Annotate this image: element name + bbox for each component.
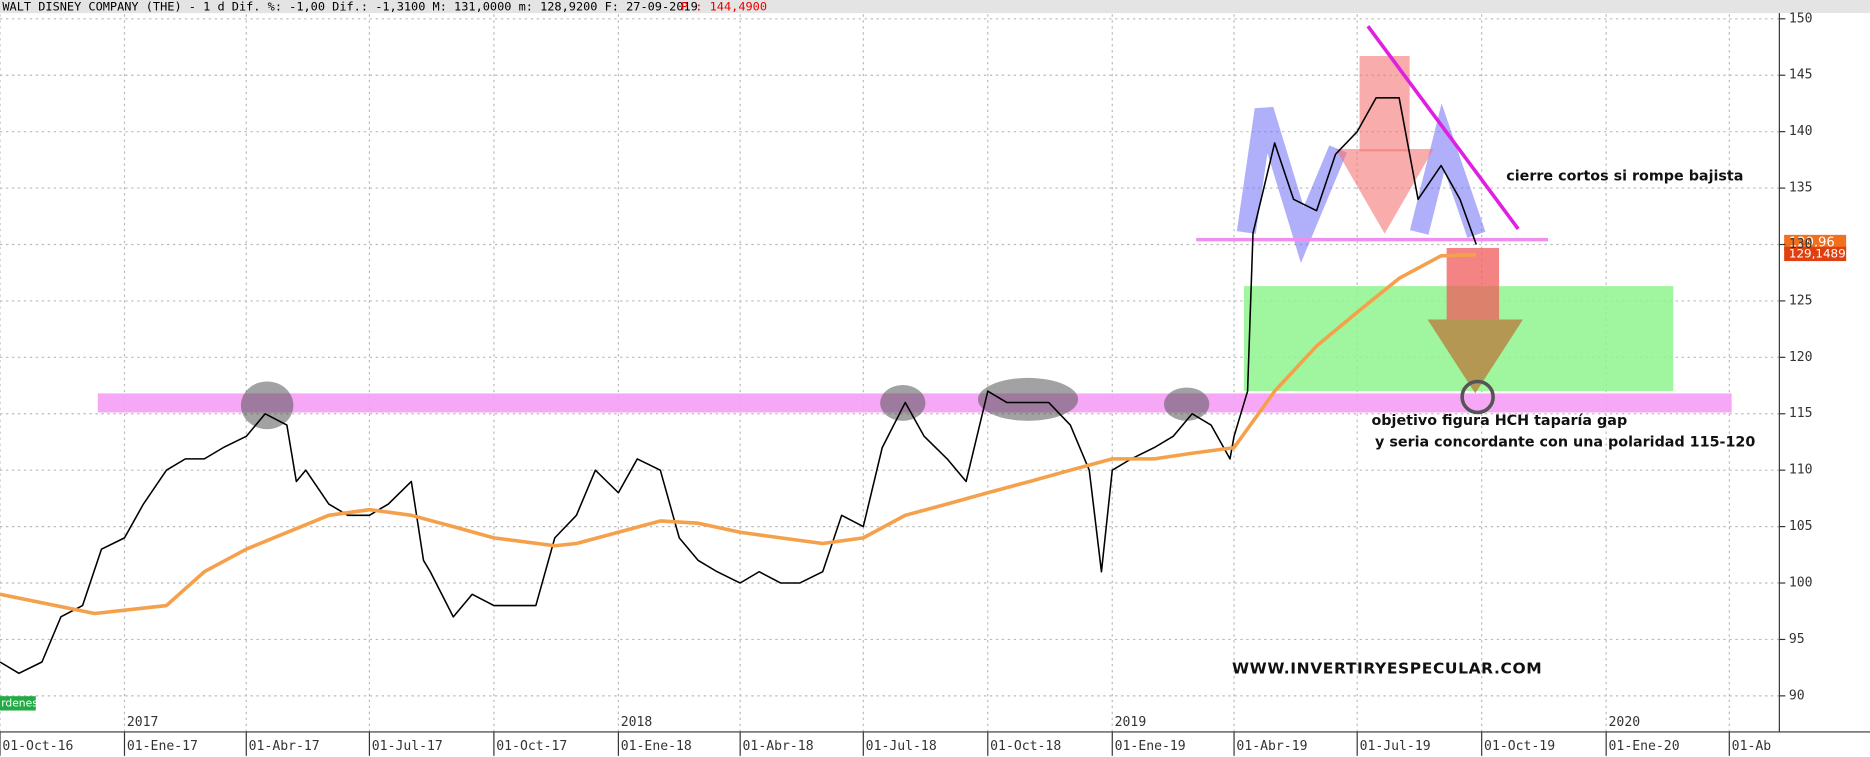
y-tick-label: 105 xyxy=(1789,519,1813,534)
x-tick-label: 01-Jul-19 xyxy=(1360,739,1431,754)
annotation: y seria concordante con una polaridad 11… xyxy=(1375,434,1755,450)
touch-ellipse xyxy=(1163,387,1210,421)
price-box xyxy=(1784,234,1847,251)
y-tick-label: 140 xyxy=(1789,124,1813,139)
badge xyxy=(0,696,36,711)
target-arrow xyxy=(1446,247,1500,320)
y-tick-label: 100 xyxy=(1789,576,1813,591)
x-tick-label: 01-Ene-19 xyxy=(1115,739,1186,754)
x-tick-label: 01-Oct-16 xyxy=(2,739,73,754)
y-tick-label: 95 xyxy=(1789,632,1805,647)
touch-ellipse xyxy=(880,385,926,421)
y-tick-label: 150 xyxy=(1789,11,1813,26)
trendline xyxy=(1366,25,1520,230)
y-axis-area xyxy=(1779,13,1870,757)
annotation: cierre cortos si rompe bajista xyxy=(1506,168,1743,184)
y-tick-label: 145 xyxy=(1789,68,1813,83)
touch-ellipse xyxy=(240,381,294,430)
year-label: 2018 xyxy=(621,715,653,730)
x-tick-label: 01-Oct-17 xyxy=(496,739,567,754)
y-tick-label: 120 xyxy=(1789,350,1813,365)
price-box xyxy=(1784,246,1847,262)
annotations: cierre cortos si rompe bajista objetivo … xyxy=(0,25,1755,711)
x-tick-label: 01-Abr-17 xyxy=(249,739,320,754)
y-tick-label: 135 xyxy=(1789,181,1813,196)
touch-ellipse xyxy=(977,377,1079,421)
x-tick-label: 01-Jul-17 xyxy=(372,739,443,754)
x-tick-label: 01-Oct-18 xyxy=(990,739,1061,754)
price-line xyxy=(0,252,1477,616)
y-tick-label: 90 xyxy=(1789,688,1805,703)
x-tick-label: 01-Jul-18 xyxy=(866,739,937,754)
y-tick-label: 115 xyxy=(1789,406,1813,421)
head-arrow xyxy=(1335,149,1434,234)
target-arrow xyxy=(1427,319,1523,394)
year-label: 2020 xyxy=(1609,715,1641,730)
watermark: WWW.INVERTIRYESPECULAR.COM xyxy=(1232,659,1542,677)
chart-subtitle: P : 144,4900 xyxy=(681,0,767,14)
x-tick-label: 01-Ab xyxy=(1732,739,1772,754)
x-tick-label: 01-Ene-18 xyxy=(621,739,692,754)
year-label: 2017 xyxy=(127,715,159,730)
shoulder-shape xyxy=(1236,106,1347,263)
y-tick-label: 110 xyxy=(1789,463,1813,478)
badge-text: rdenes xyxy=(1,696,38,709)
x-tick-label: 01-Oct-19 xyxy=(1484,739,1555,754)
shoulder-shape xyxy=(1409,103,1486,238)
x-tick-label: 01-Abr-18 xyxy=(743,739,814,754)
x-tick-label: 01-Ene-20 xyxy=(1609,739,1680,754)
title-bar xyxy=(0,0,1870,14)
x-tick-label: 01-Ene-17 xyxy=(127,739,198,754)
x-tick-label: 01-Abr-19 xyxy=(1236,739,1307,754)
chart-title: WALT DISNEY COMPANY (THE) - 1 d Dif. %: … xyxy=(2,0,697,14)
y-tick-label: 130 xyxy=(1789,237,1813,252)
target-circle xyxy=(1460,379,1495,415)
annotation: objetivo figura HCH taparía gap xyxy=(1371,413,1627,429)
year-label: 2019 xyxy=(1115,715,1147,730)
price-line xyxy=(0,97,1477,675)
y-tick-label: 125 xyxy=(1789,293,1813,308)
price-label: 129,1489 xyxy=(1789,246,1846,260)
